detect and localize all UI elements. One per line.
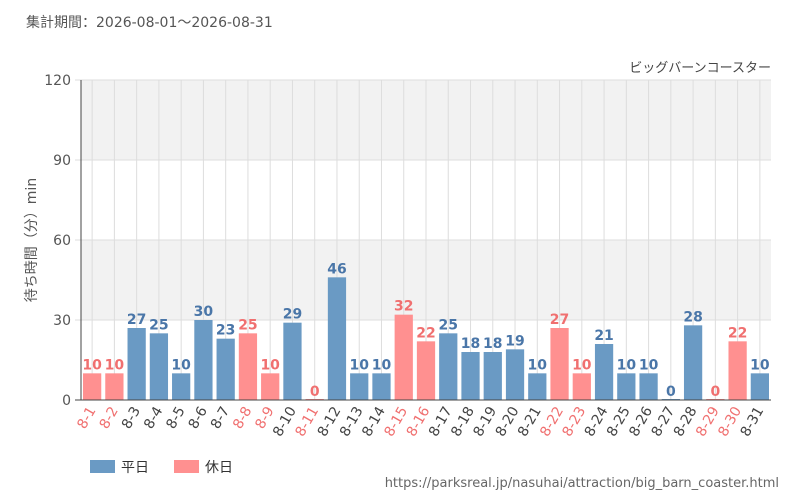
legend-label: 平日 [121,460,149,476]
bar-value-label: 22 [728,325,747,341]
y-tick-label: 30 [53,313,71,329]
y-tick-label: 0 [62,393,71,409]
chart-title: ビッグバーンコースター [629,61,771,76]
bar-value-label: 10 [260,357,280,373]
bar [416,341,436,400]
bar-value-label: 10 [372,357,392,373]
bar [439,333,458,400]
bar [505,349,525,400]
bar-value-label: 10 [171,357,191,373]
bar [372,373,391,400]
bar-value-label: 0 [710,384,720,400]
bar-value-label: 27 [550,312,569,328]
legend-swatch [174,460,199,473]
period-label: 集計期間：2026-08-01～2026-08-31 [26,14,273,31]
y-tick-label: 90 [53,153,71,169]
bar-value-label: 10 [572,357,592,373]
bar-value-label: 22 [416,325,435,341]
bar [283,322,302,400]
x-tick-label: 8-1 [74,404,99,432]
x-tick-label: 8-7 [208,404,233,432]
bar [83,373,102,400]
x-tick-label: 8-8 [230,404,255,432]
bar-value-label: 10 [617,357,637,373]
bar [350,373,369,400]
bar [750,373,769,400]
legend-swatch [90,460,115,473]
y-tick-label: 120 [44,73,71,89]
bar-value-label: 18 [483,336,502,352]
bar [149,333,169,400]
x-tick-label: 8-5 [163,404,188,432]
bar-value-label: 10 [639,357,659,373]
x-tick-label: 8-31 [738,404,768,440]
bar-value-label: 0 [310,384,320,400]
bar [528,373,547,400]
bar-value-label: 10 [750,357,770,373]
bar [483,352,502,400]
bar [572,373,591,400]
bar-value-label: 25 [149,317,168,333]
bar-value-label: 28 [683,309,702,325]
bar-value-label: 10 [105,357,125,373]
bar-value-label: 19 [505,333,524,349]
bar [238,333,258,400]
bar-value-label: 32 [394,299,413,315]
bar [394,314,413,400]
legend-label: 休日 [205,460,233,476]
bar-value-label: 46 [327,261,346,277]
bar-value-label: 10 [82,357,102,373]
bar-value-label: 0 [666,384,676,400]
bar [127,328,146,400]
bar-value-label: 27 [127,312,146,328]
bar [194,320,213,400]
source-url: https://parksreal.jp/nasuhai/attraction/… [385,476,779,491]
x-tick-label: 8-2 [97,404,122,432]
bar [594,344,614,400]
bar [683,325,703,400]
bar [261,373,280,400]
x-tick-label: 8-4 [141,404,166,432]
bar-value-label: 23 [216,323,235,339]
y-axis-label: 待ち時間（分）min [24,178,40,302]
bar-value-label: 10 [528,357,548,373]
bar [461,352,480,400]
bar-value-label: 30 [194,304,214,320]
y-tick-label: 60 [53,233,71,249]
bar [172,373,191,400]
x-tick-label: 8-3 [119,404,144,432]
bar-value-label: 21 [594,328,613,344]
plot-area: 0 30 60 90 120 10 8-1 10 8-2 27 8-3 25 8-4 10 8-5 30 8-6… [44,73,771,440]
bar-value-label: 29 [283,307,302,323]
bar-value-label: 25 [238,317,257,333]
bar-value-label: 10 [349,357,369,373]
bar-value-label: 18 [461,336,480,352]
bar-value-label: 25 [439,317,458,333]
bar [639,373,658,400]
bar [550,328,569,400]
bar [617,373,636,400]
x-tick-label: 8-6 [186,404,211,432]
bar [105,373,124,400]
legend: 平日 休日 [90,460,233,476]
bar [327,277,347,400]
bar [728,341,747,400]
bar [216,338,235,400]
